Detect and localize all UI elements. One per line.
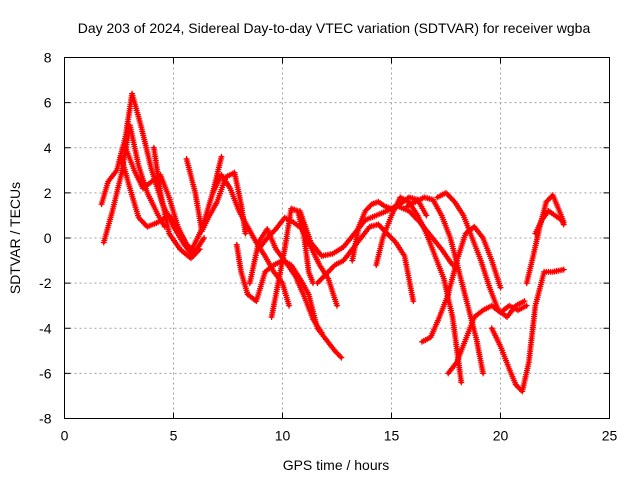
series-sat-17 [419,223,504,345]
series-sat-11 [268,205,317,320]
series-sat-20 [488,266,567,395]
y-tick-label: -4 [39,320,52,336]
series-markers [268,205,317,320]
series-group [98,90,567,395]
series-markers [532,207,567,237]
chart-title: Day 203 of 2024, Sidereal Day-to-day VTE… [78,20,591,36]
y-tick-label: 0 [44,230,52,246]
series-sat-13 [314,221,417,305]
series-sat-4 [122,144,208,255]
y-tick-label: 6 [44,95,52,111]
series-markers [209,171,293,309]
series-markers [488,266,567,395]
y-tick-label: 2 [44,185,52,201]
x-axis-label: GPS time / hours [283,457,390,473]
series-markers [122,144,208,255]
series-sat-2 [100,122,168,246]
x-tick-label: 5 [170,428,178,444]
x-tick-label: 0 [61,428,69,444]
x-tick-label: 25 [602,428,618,444]
series-sat-5 [150,144,203,262]
y-tick-label: -6 [39,365,52,381]
y-tick-label: 8 [44,50,52,66]
series-markers [100,122,168,246]
series-markers [150,144,203,262]
series-markers [349,194,430,264]
y-tick-label: -8 [39,411,52,427]
series-sat-14 [349,194,430,264]
y-axis-label: SDTVAR / TECUs [7,182,23,294]
series-sat-22 [532,207,567,237]
ticks [64,57,610,419]
x-tick-label: 15 [384,428,400,444]
series-markers [246,225,325,336]
tick-labels: 0 5 10 15 20 25 -8 -6 -4 -2 0 2 4 6 8 [39,50,617,444]
series-sat-6 [183,156,249,237]
x-tick-label: 10 [275,428,291,444]
series-markers [183,156,249,237]
series-sat-19 [445,302,530,377]
series-markers [419,223,504,345]
series-markers [445,302,530,377]
y-tick-label: 4 [44,140,52,156]
y-tick-label: -2 [39,275,52,291]
x-tick-label: 20 [493,428,509,444]
series-sat-9 [246,225,325,336]
